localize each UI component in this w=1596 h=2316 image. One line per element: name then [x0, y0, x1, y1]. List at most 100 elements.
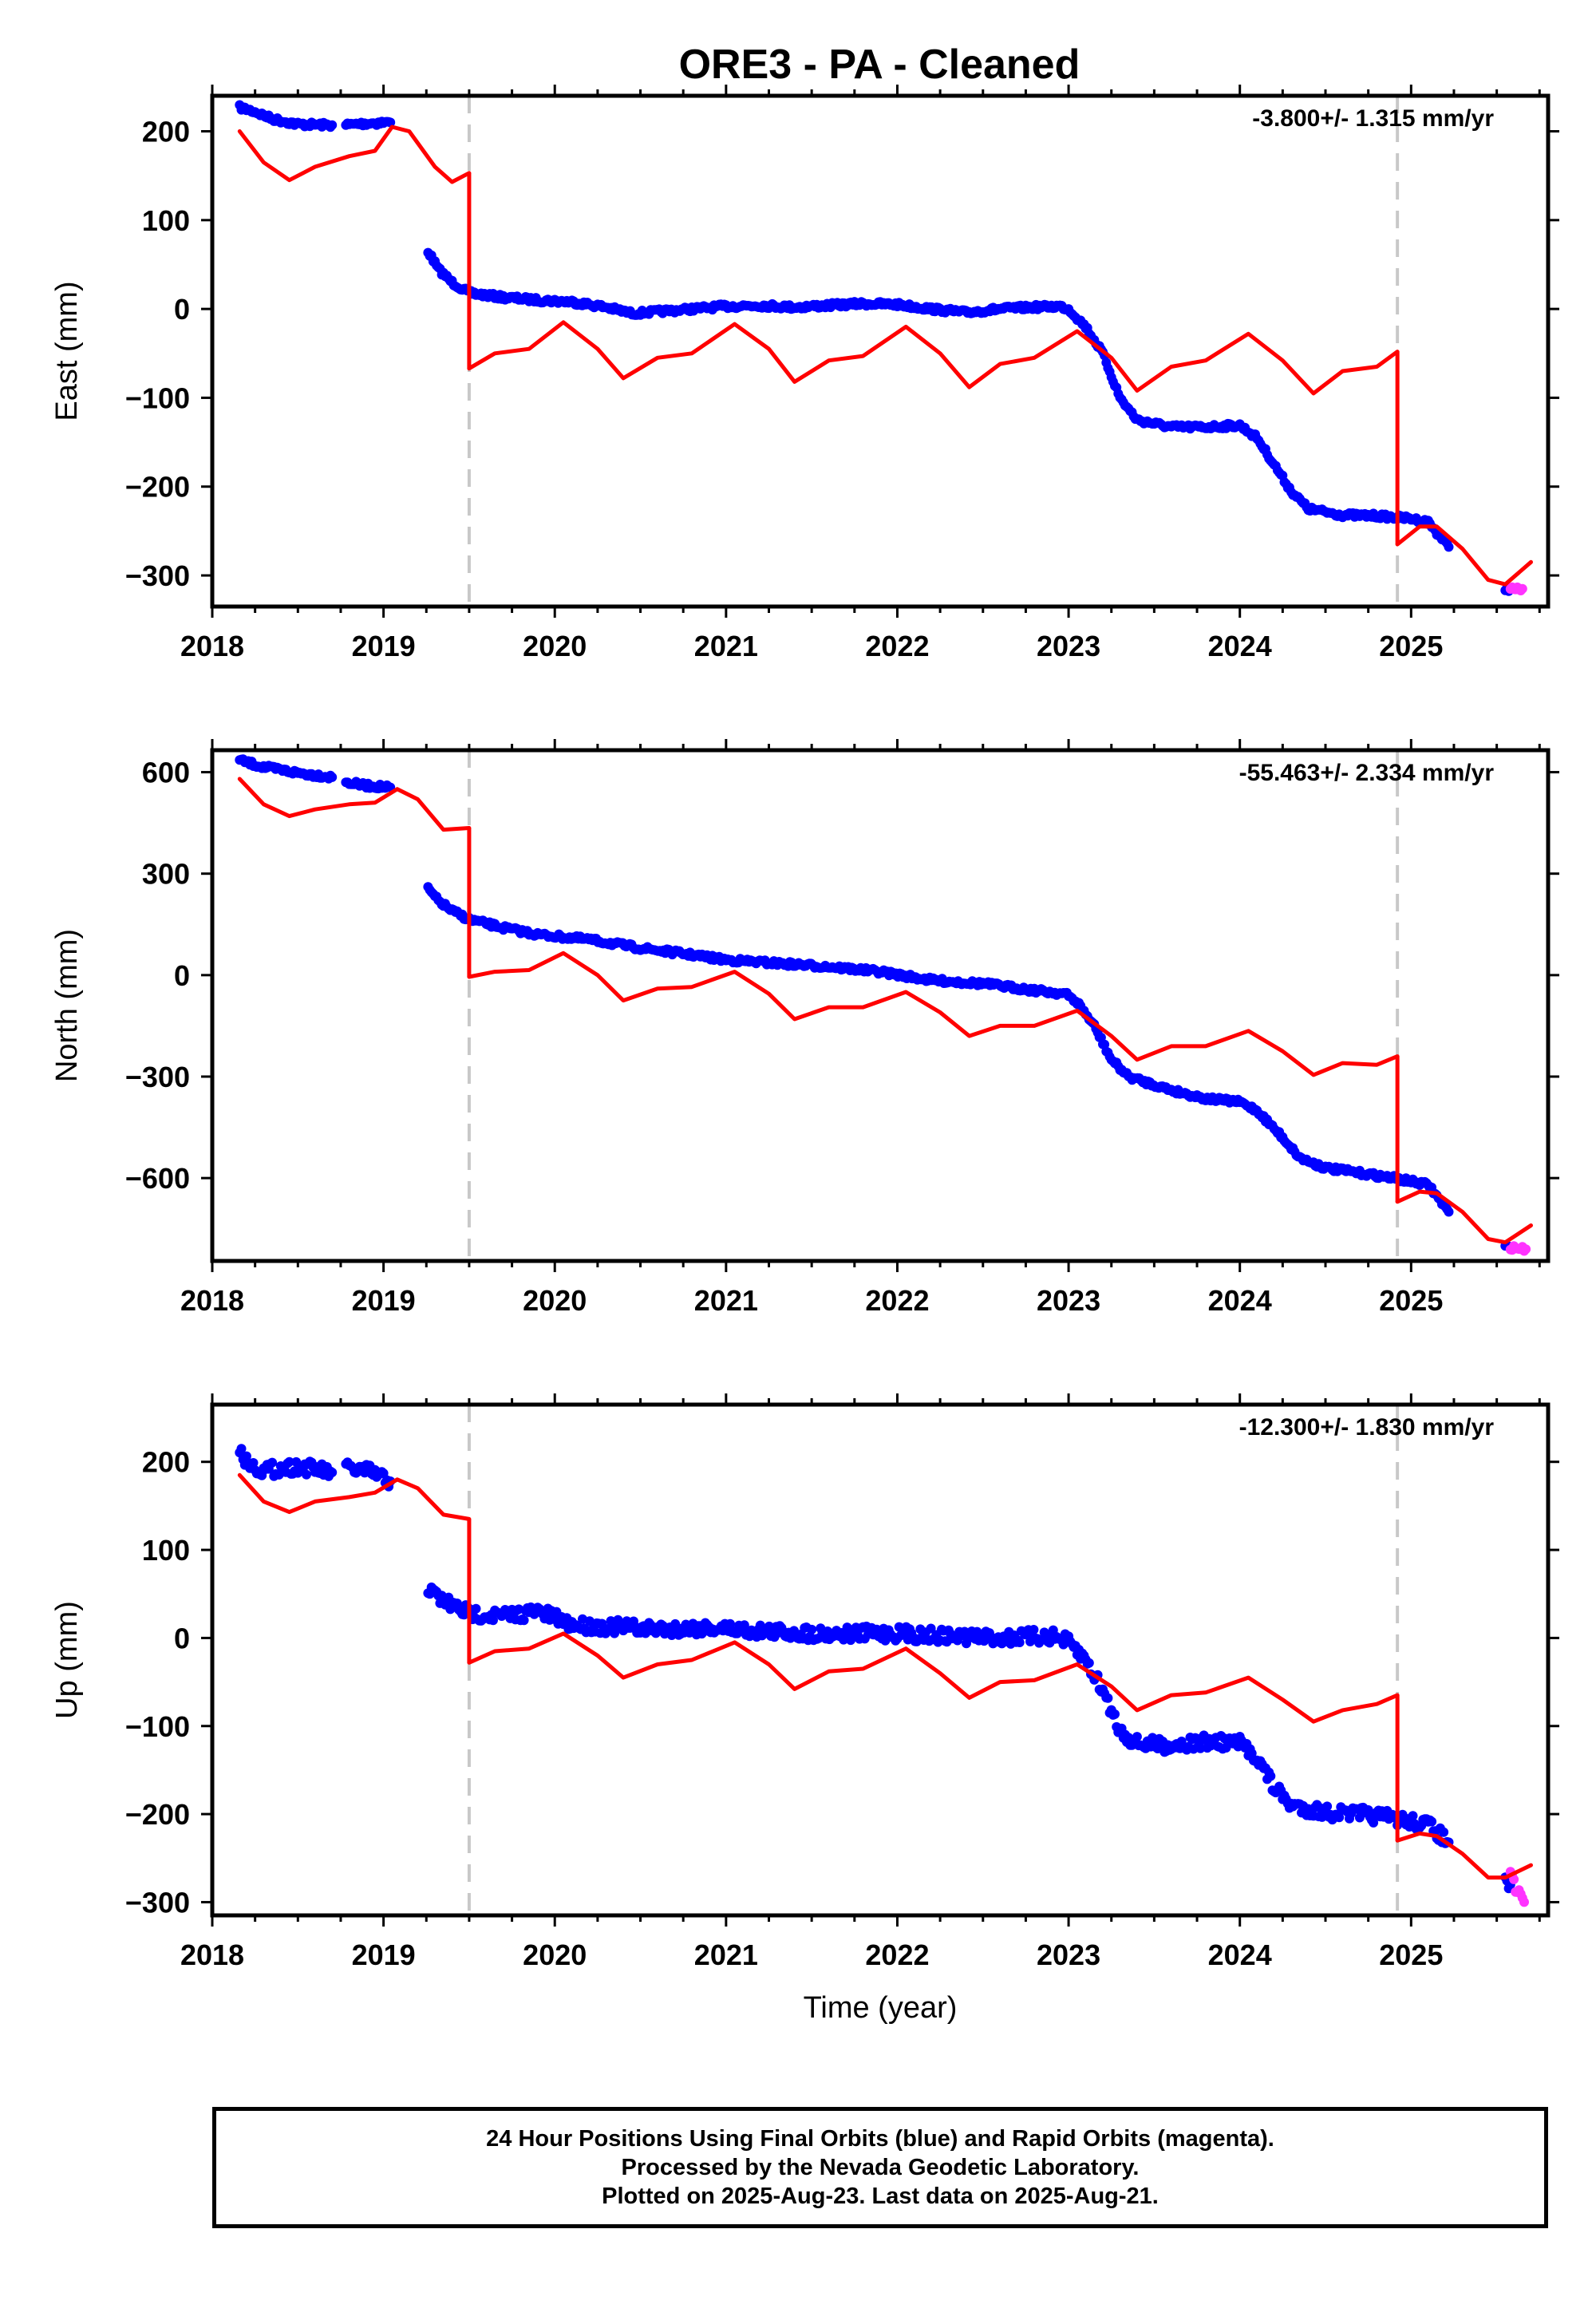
x-tick-label: 2022 [865, 630, 929, 662]
y-axis-label: North (mm) [50, 929, 84, 1082]
x-tick-label: 2024 [1208, 630, 1272, 662]
final-obs-point [1029, 1625, 1039, 1634]
final-obs-point [1322, 1801, 1333, 1812]
final-obs-point [1439, 1827, 1449, 1837]
final-obs-point [1195, 1743, 1206, 1753]
final-obs-point [385, 117, 396, 128]
y-tick-label: −300 [125, 559, 190, 592]
y-tick-label: 0 [174, 1622, 190, 1654]
final-obs-point [241, 1451, 251, 1461]
model-curve-segment [467, 951, 1400, 1077]
rapid-obs-point [1509, 1874, 1519, 1884]
y-tick-label: 200 [142, 116, 190, 148]
model-curve-segment [1395, 1831, 1533, 1880]
plot-frame [210, 1402, 1551, 1918]
model-curve-segment [467, 320, 1400, 396]
y-axis-label: East (mm) [50, 281, 84, 421]
model-curve-segment [467, 1631, 1400, 1724]
final-obs-point [1408, 1811, 1418, 1821]
y-tick-label: 100 [142, 204, 190, 237]
y-tick-label: −300 [125, 1886, 190, 1919]
x-tick-label: 2022 [865, 1284, 929, 1317]
final-obs-point [1110, 1709, 1120, 1719]
final-obs-point [236, 1444, 247, 1454]
final-obs-point [739, 1620, 749, 1630]
x-tick-label: 2019 [352, 1284, 416, 1317]
final-obs-point [327, 1468, 338, 1477]
final-obs-point [1014, 1638, 1025, 1647]
final-obs-point [1103, 1693, 1113, 1703]
x-axis-label: Time (year) [804, 1991, 958, 2025]
y-tick-label: −200 [125, 471, 190, 504]
final-obs-point [926, 1623, 936, 1634]
final-obs-point [327, 772, 338, 782]
model-curve-segment [1395, 524, 1533, 587]
x-tick-label: 2025 [1379, 1284, 1443, 1317]
final-obs-point [725, 1618, 735, 1629]
caption-line-1: 24 Hour Positions Using Final Orbits (bl… [486, 2126, 1274, 2152]
x-tick-label: 2021 [694, 1939, 758, 1971]
x-tick-label: 2018 [180, 630, 244, 662]
caption-line-2: Processed by the Nevada Geodetic Laborat… [621, 2155, 1140, 2180]
final-obs-point [1427, 1816, 1437, 1827]
x-tick-label: 2021 [694, 1284, 758, 1317]
y-tick-label: 200 [142, 1446, 190, 1479]
rapid-obs-point [1519, 1897, 1529, 1907]
x-tick-label: 2021 [694, 630, 758, 662]
x-tick-label: 2022 [865, 1939, 929, 1971]
x-tick-label: 2025 [1379, 1939, 1443, 1971]
x-tick-label: 2018 [180, 1284, 244, 1317]
y-tick-label: 100 [142, 1534, 190, 1567]
final-obs-point [471, 1603, 481, 1614]
final-obs-point [519, 1615, 529, 1626]
panels: 2018 2019 2020 2021 2022 2023 2024 2025 −300 −200… [50, 85, 1559, 2025]
panel-3: 2018 2019 2020 2021 2022 2023 2024 2025 −300 −200… [50, 1393, 1559, 2025]
final-obs-point [1132, 1732, 1142, 1742]
final-obs-point [1444, 542, 1454, 552]
y-tick-label: −200 [125, 1798, 190, 1831]
final-obs-point [846, 1635, 855, 1646]
y-tick-label: 600 [142, 757, 190, 789]
final-obs-point [248, 1458, 259, 1468]
x-tick-label: 2018 [180, 1939, 244, 1971]
y-tick-label: −300 [125, 1061, 190, 1093]
final-obs-point [1084, 1658, 1094, 1668]
final-obs-point [284, 1456, 294, 1467]
figure-title: ORE3 - PA - Cleaned [679, 41, 1080, 88]
x-tick-label: 2023 [1037, 1939, 1100, 1971]
panel-1: 2018 2019 2020 2021 2022 2023 2024 2025 −300 −200… [50, 85, 1559, 662]
x-tick-label: 2019 [352, 630, 416, 662]
x-tick-label: 2023 [1037, 1284, 1100, 1317]
caption-line-3: Plotted on 2025-Aug-23. Last data on 202… [602, 2184, 1159, 2209]
x-tick-label: 2020 [523, 630, 587, 662]
x-tick-label: 2020 [523, 1284, 587, 1317]
final-obs-point [807, 1624, 817, 1634]
final-obs-point [488, 1615, 498, 1626]
final-obs-point [267, 1457, 278, 1468]
velocity-annotation: -3.800+/- 1.315 mm/yr [1252, 105, 1494, 132]
model-curve-segment [237, 1472, 472, 1521]
caption-box: 24 Hour Positions Using Final Orbits (bl… [212, 2107, 1548, 2228]
rapid-obs-point [1517, 583, 1527, 594]
final-obs-point [1444, 1207, 1454, 1217]
y-tick-label: 0 [174, 293, 190, 326]
x-tick-label: 2025 [1379, 630, 1443, 662]
model-curve-segment [237, 777, 472, 832]
final-obs-point [1266, 1771, 1276, 1781]
y-tick-label: −100 [125, 381, 190, 414]
velocity-annotation: -55.463+/- 2.334 mm/yr [1239, 760, 1495, 786]
x-tick-label: 2019 [352, 1939, 416, 1971]
x-tick-label: 2020 [523, 1939, 587, 1971]
x-tick-label: 2024 [1208, 1284, 1272, 1317]
y-tick-label: 300 [142, 858, 190, 891]
x-tick-label: 2023 [1037, 630, 1100, 662]
velocity-annotation: -12.300+/- 1.830 mm/yr [1239, 1414, 1495, 1441]
y-tick-label: −600 [125, 1162, 190, 1195]
plot-frame [210, 748, 1551, 1263]
y-tick-label: −100 [125, 1710, 190, 1743]
model-curve-segment [1395, 1189, 1533, 1245]
final-obs-point [1334, 1812, 1345, 1823]
rapid-obs-point [1521, 1244, 1531, 1255]
final-obs-point [1246, 1749, 1257, 1758]
